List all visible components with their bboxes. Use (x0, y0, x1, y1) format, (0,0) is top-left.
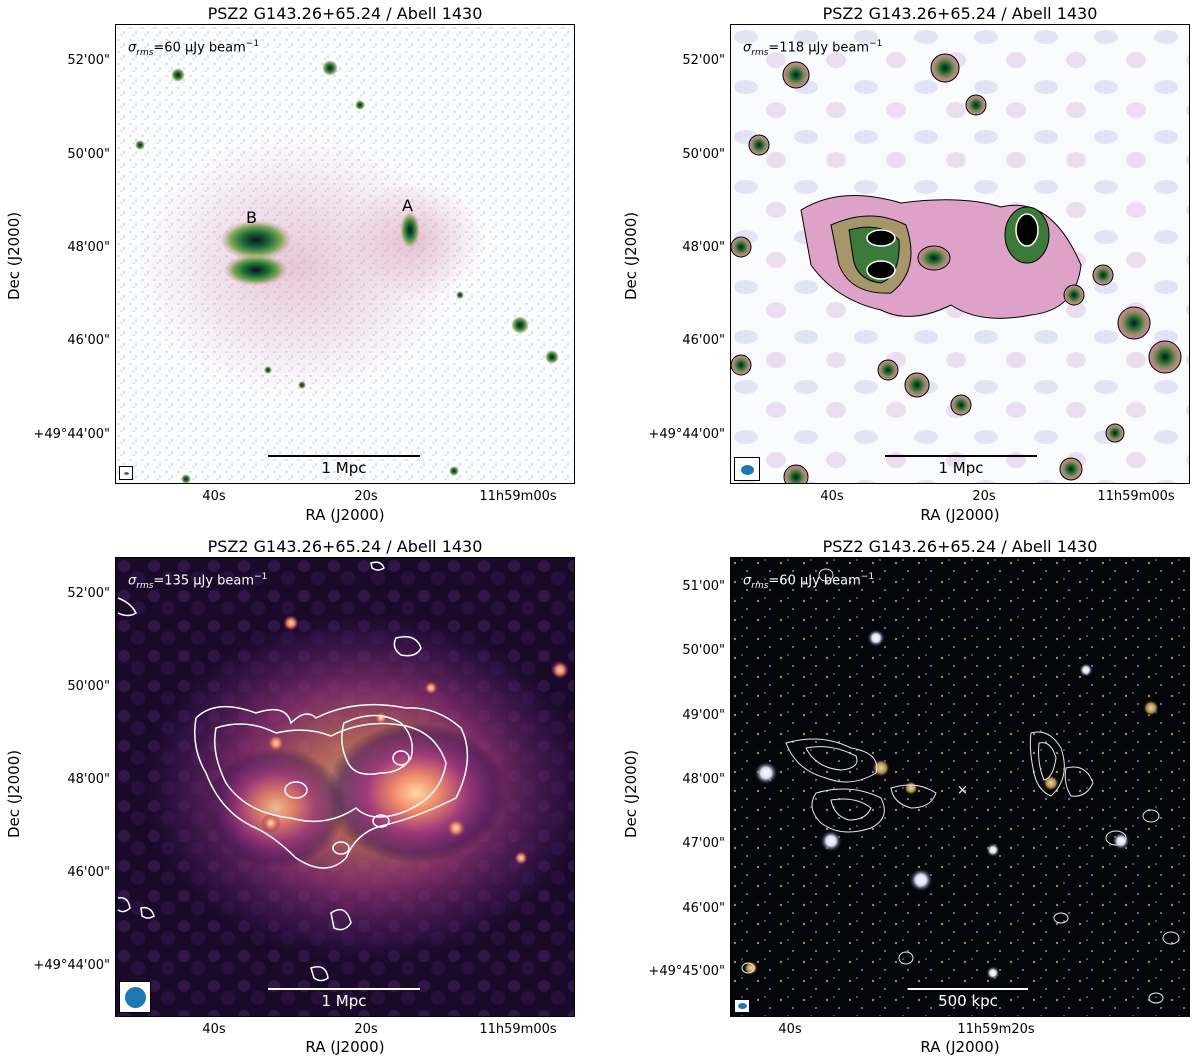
y-tick: +49°45'00" (648, 964, 725, 979)
x-tick: 11h59m00s (479, 1022, 557, 1037)
beam-box (734, 457, 760, 481)
x-tick: 20s (354, 489, 378, 504)
sigma-rms-label: σrms=60 μJy beam−1 (128, 39, 260, 58)
y-tick: +49°44'00" (33, 958, 110, 973)
x-tick: 11h59m00s (1097, 489, 1175, 504)
y-tick: 46'00" (682, 333, 725, 348)
optical-image-frame: × σrms=60 μJy beam−1 500 kpc (730, 557, 1190, 1017)
radio-image-frame: B A σrms=60 μJy beam−1 1 Mpc (115, 24, 575, 484)
y-tick: 48'00" (682, 240, 725, 255)
y-tick: 49'00" (682, 708, 725, 723)
scale-bar (268, 988, 420, 990)
scale-bar-label: 1 Mpc (321, 459, 367, 477)
y-tick: 52'00" (67, 586, 110, 601)
y-tick: 48'00" (67, 240, 110, 255)
scale-bar-label: 1 Mpc (321, 992, 367, 1010)
svg-text:×: × (957, 783, 968, 798)
xray-image (116, 558, 574, 1016)
beam-box (119, 466, 133, 480)
y-axis-label: Dec (J2000) (622, 211, 640, 300)
y-tick: 46'00" (682, 901, 725, 916)
y-axis-label: Dec (J2000) (5, 749, 23, 838)
scale-bar-label: 500 kpc (938, 992, 998, 1010)
x-tick: 11h59m00s (479, 489, 557, 504)
y-tick: 50'00" (682, 643, 725, 658)
source-a (400, 212, 420, 248)
marker-b: B (246, 208, 257, 227)
y-tick: 48'00" (67, 772, 110, 787)
source-b-upper (220, 220, 292, 260)
scale-bar (268, 455, 420, 457)
y-tick: 46'00" (67, 865, 110, 880)
scale-bar-label: 1 Mpc (938, 459, 984, 477)
sigma-rms-label: σrms=60 μJy beam−1 (743, 572, 875, 591)
radio-image (731, 25, 1189, 483)
scale-bar (885, 455, 1037, 457)
beam-ellipse (741, 465, 754, 475)
x-axis-label: RA (J2000) (920, 1038, 1000, 1056)
beam-box (119, 981, 151, 1013)
x-axis-label: RA (J2000) (920, 506, 1000, 524)
y-tick: 50'00" (67, 679, 110, 694)
optical-image: × (731, 558, 1189, 1016)
y-tick: 47'00" (682, 836, 725, 851)
marker-a: A (402, 196, 413, 215)
source-b-lower (224, 254, 288, 286)
x-tick: 40s (202, 489, 226, 504)
xray-image-frame: σrms=135 μJy beam−1 1 Mpc (115, 557, 575, 1017)
x-tick: 40s (778, 1022, 802, 1037)
y-axis-label: Dec (J2000) (5, 211, 23, 300)
y-axis-label: Dec (J2000) (622, 749, 640, 838)
beam-ellipse (738, 1003, 747, 1009)
y-tick: 51'00" (682, 579, 725, 594)
y-tick: 52'00" (682, 53, 725, 68)
y-tick: +49°44'00" (648, 427, 725, 442)
y-tick: 50'00" (67, 147, 110, 162)
x-axis-label: RA (J2000) (305, 506, 385, 524)
x-tick: 20s (972, 489, 996, 504)
x-axis-label: RA (J2000) (305, 1038, 385, 1056)
panel-title: PSZ2 G143.26+65.24 / Abell 1430 (207, 4, 483, 23)
sigma-rms-label: σrms=118 μJy beam−1 (743, 39, 883, 58)
scale-bar (908, 988, 1028, 990)
beam-ellipse (125, 987, 146, 1008)
x-tick: 20s (354, 1022, 378, 1037)
y-tick: 50'00" (682, 147, 725, 162)
radio-image (116, 25, 574, 483)
radio-image-frame: σrms=118 μJy beam−1 1 Mpc (730, 24, 1190, 484)
panel-title: PSZ2 G143.26+65.24 / Abell 1430 (822, 537, 1098, 556)
y-tick: 46'00" (67, 333, 110, 348)
beam-box (734, 999, 750, 1013)
beam-ellipse (124, 472, 129, 475)
sigma-rms-label: σrms=135 μJy beam−1 (128, 572, 268, 591)
y-tick: +49°44'00" (33, 427, 110, 442)
x-tick: 11h59m20s (957, 1022, 1035, 1037)
x-tick: 40s (202, 1022, 226, 1037)
y-tick: 52'00" (67, 53, 110, 68)
x-tick: 40s (820, 489, 844, 504)
y-tick: 48'00" (682, 772, 725, 787)
panel-title: PSZ2 G143.26+65.24 / Abell 1430 (207, 537, 483, 556)
panel-title: PSZ2 G143.26+65.24 / Abell 1430 (822, 4, 1098, 23)
